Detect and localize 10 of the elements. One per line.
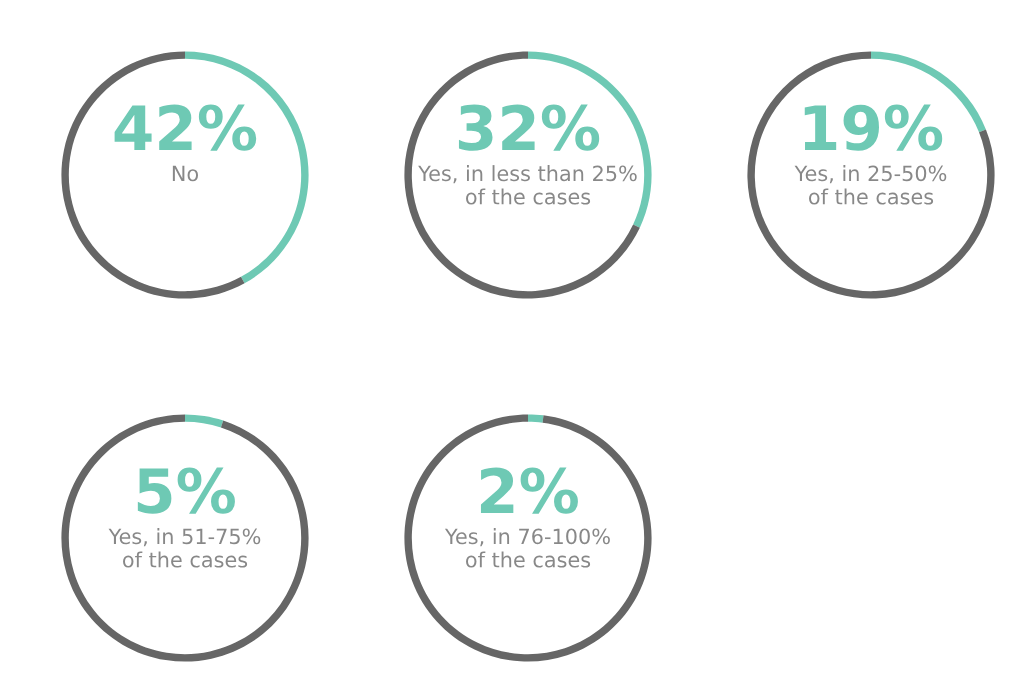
slice-label: No	[172, 165, 199, 182]
slice-label: Yes, in 51-75% of the cases	[108, 528, 261, 568]
data-label: 5%	[137, 467, 235, 514]
data-label: 19%	[804, 104, 943, 151]
data-label: 2%	[480, 467, 578, 514]
data-label: 42%	[114, 104, 257, 151]
data-label: 32%	[458, 104, 600, 151]
slice-label: Yes, in 25-50% of the cases	[794, 165, 947, 205]
slice-label: Yes, in less than 25% of the cases	[418, 165, 637, 205]
slice-label: Yes, in 76-100% of the cases	[444, 528, 610, 568]
